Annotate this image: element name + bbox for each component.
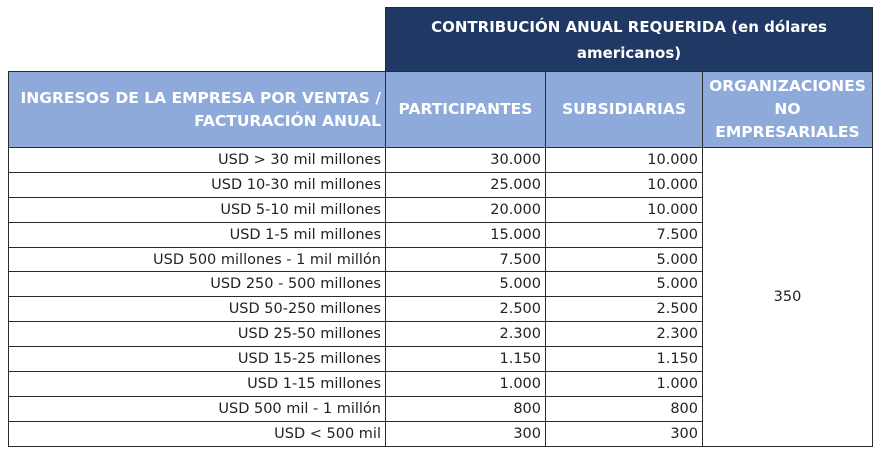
subsidiaries-fee-cell: 2.300	[545, 321, 703, 348]
subsidiaries-column-header: SUBSIDIARIAS	[545, 71, 703, 148]
table-row: USD > 30 mil millones 30.000 10.000 350	[8, 147, 873, 447]
participants-fee-cell: 30.000	[385, 147, 546, 173]
table-row: USD 5-10 mil millones 20.000 10.000	[8, 196, 873, 223]
table-row: USD 50-250 millones 2.500 2.500	[8, 296, 873, 323]
table-row: USD 1-15 millones 1.000 1.000	[8, 371, 873, 397]
participants-fee-cell: 15.000	[385, 221, 546, 248]
revenue-range-cell: USD 15-25 millones	[8, 346, 386, 373]
table-row: USD 25-50 millones 2.300 2.300	[8, 321, 873, 348]
revenue-range-cell: USD < 500 mil	[8, 420, 386, 447]
subsidiaries-fee-cell: 800	[545, 395, 703, 422]
column-header-row: INGRESOS DE LA EMPRESA POR VENTAS / FACT…	[8, 71, 873, 148]
revenue-range-cell: USD 25-50 millones	[8, 321, 386, 348]
participants-fee-cell: 300	[385, 420, 546, 447]
subsidiaries-fee-cell: 300	[545, 420, 703, 447]
revenue-range-cell: USD 1-15 millones	[8, 371, 386, 397]
non-business-fee-cell: 350	[702, 147, 873, 447]
participants-fee-cell: 800	[385, 395, 546, 422]
participants-fee-cell: 7.500	[385, 246, 546, 273]
table-row: USD 250 - 500 millones 5.000 5.000	[8, 271, 873, 298]
revenue-column-header: INGRESOS DE LA EMPRESA POR VENTAS / FACT…	[8, 71, 386, 148]
revenue-range-cell: USD 50-250 millones	[8, 296, 386, 323]
participants-fee-cell: 5.000	[385, 271, 546, 298]
participants-fee-cell: 25.000	[385, 171, 546, 198]
table-row: USD 15-25 millones 1.150 1.150	[8, 346, 873, 373]
subsidiaries-fee-cell: 5.000	[545, 246, 703, 273]
revenue-range-cell: USD 1-5 mil millones	[8, 221, 386, 248]
subsidiaries-fee-cell: 10.000	[545, 147, 703, 173]
table-row: USD 1-5 mil millones 15.000 7.500	[8, 221, 873, 248]
participants-fee-cell: 2.500	[385, 296, 546, 323]
subsidiaries-fee-cell: 1.150	[545, 346, 703, 373]
annual-contribution-header: CONTRIBUCIÓN ANUAL REQUERIDA (en dólares…	[385, 7, 873, 72]
table-row: USD 500 mil - 1 millón 800 800	[8, 395, 873, 422]
non-business-column-header: ORGANIZACIONES NO EMPRESARIALES	[702, 71, 873, 148]
subsidiaries-fee-cell: 10.000	[545, 196, 703, 223]
participants-fee-cell: 1.150	[385, 346, 546, 373]
revenue-range-cell: USD 10-30 mil millones	[8, 171, 386, 198]
subsidiaries-fee-cell: 1.000	[545, 371, 703, 397]
blank-corner-cell	[8, 7, 386, 72]
participants-fee-cell: 2.300	[385, 321, 546, 348]
revenue-range-cell: USD 5-10 mil millones	[8, 196, 386, 223]
subsidiaries-fee-cell: 2.500	[545, 296, 703, 323]
participants-column-header: PARTICIPANTES	[385, 71, 546, 148]
subsidiaries-fee-cell: 7.500	[545, 221, 703, 248]
table-row: USD < 500 mil 300 300	[8, 420, 873, 447]
subsidiaries-fee-cell: 10.000	[545, 171, 703, 198]
super-header-row: CONTRIBUCIÓN ANUAL REQUERIDA (en dólares…	[8, 7, 873, 72]
revenue-range-cell: USD 500 mil - 1 millón	[8, 395, 386, 422]
revenue-range-cell: USD 500 millones - 1 mil millón	[8, 246, 386, 273]
subsidiaries-fee-cell: 5.000	[545, 271, 703, 298]
revenue-range-cell: USD > 30 mil millones	[8, 147, 386, 173]
table-row: USD 500 millones - 1 mil millón 7.500 5.…	[8, 246, 873, 273]
contribution-table: CONTRIBUCIÓN ANUAL REQUERIDA (en dólares…	[8, 7, 873, 447]
table-row: USD 10-30 mil millones 25.000 10.000	[8, 171, 873, 198]
participants-fee-cell: 20.000	[385, 196, 546, 223]
revenue-range-cell: USD 250 - 500 millones	[8, 271, 386, 298]
participants-fee-cell: 1.000	[385, 371, 546, 397]
